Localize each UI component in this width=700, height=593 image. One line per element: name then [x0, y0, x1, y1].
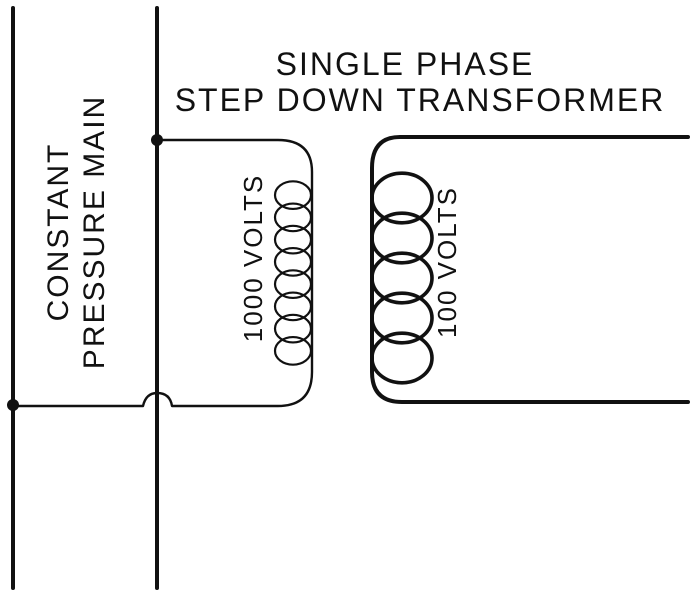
secondary-coil [370, 171, 434, 385]
main-label-line-2: PRESSURE MAIN [78, 95, 111, 369]
primary-coil-turn [273, 224, 313, 255]
main-label-line-1: CONSTANT [42, 143, 75, 322]
primary-circuit-wire [11, 138, 314, 408]
primary-coil-turn [273, 335, 313, 366]
primary-coil-turn [273, 313, 313, 344]
title-line-2: STEP DOWN TRANSFORMER [175, 82, 666, 118]
primary-coil-turn [273, 246, 313, 277]
secondary-coil-turn [370, 331, 434, 385]
secondary-voltage-label: 100 VOLTS [432, 186, 462, 338]
primary-voltage-label: 1000 VOLTS [238, 174, 268, 342]
primary-coil-turn [273, 180, 313, 211]
secondary-coil-turn [370, 171, 434, 225]
primary-coil-turn [273, 202, 313, 233]
title-line-1: SINGLE PHASE [276, 46, 535, 82]
secondary-coil-turn [370, 251, 434, 305]
secondary-coil-turn [370, 211, 434, 265]
primary-coil-turn [273, 291, 313, 322]
primary-coil-turn [273, 269, 313, 300]
primary-coil [273, 180, 313, 366]
secondary-coil-turn [370, 291, 434, 345]
